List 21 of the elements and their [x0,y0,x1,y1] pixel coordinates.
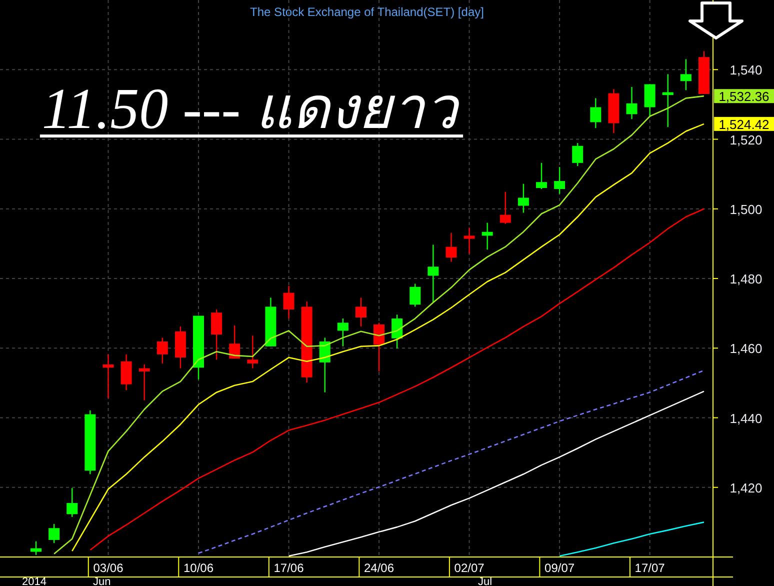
chart-title: The Stock Exchange of Thailand(SET) [day] [250,5,484,19]
text: 2014 [22,576,46,586]
annotation: 11.50 --- แดงยาว [42,76,462,141]
x-tick-label: 17/07 [634,561,666,575]
text: Jun [93,576,111,586]
text: Jul [478,576,492,586]
x-tick-label: 24/06 [364,561,394,575]
y-tick-label: 1,540 [730,62,762,78]
x-tick-label: 17/06 [274,561,304,575]
x-tick-label: 10/06 [183,561,214,575]
y-tick-label: 1,480 [730,272,762,286]
y-tick-label: 1,420 [730,480,762,496]
y-tick-label: 1,460 [730,341,762,356]
x-tick-label: 03/06 [93,561,124,575]
y-tick-label: 1,500 [730,202,762,217]
y-tick-label: 1,440 [730,410,762,426]
x-tick-label: 02/07 [454,561,485,575]
x-tick-label: 09/07 [544,561,575,575]
y-tick-label: 1,520 [730,132,762,148]
value-label: 1,524.42 [714,116,774,132]
value-label: 1,532.36 [714,89,774,104]
